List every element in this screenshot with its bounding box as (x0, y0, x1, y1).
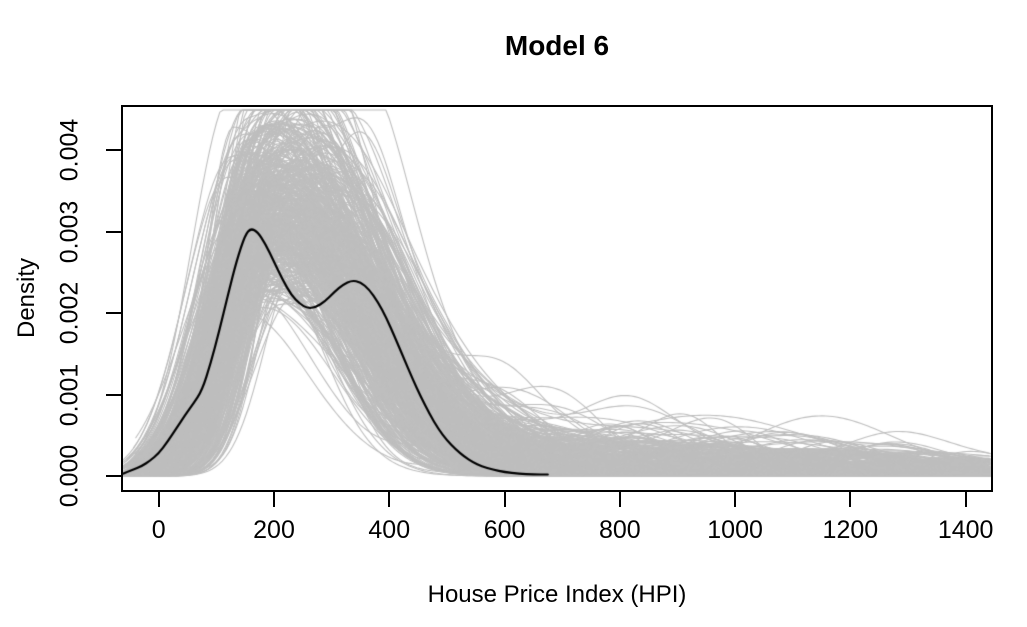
y-axis-tick-label: 0.004 (55, 118, 84, 182)
y-axis-tick (106, 230, 121, 233)
x-axis-tick-label: 1000 (707, 516, 763, 544)
x-axis-tick (273, 492, 275, 507)
y-axis-label: Density (13, 257, 40, 339)
x-axis-tick (503, 492, 506, 507)
x-axis-tick (157, 492, 160, 507)
x-axis-tick (964, 492, 967, 507)
chart-canvas (123, 107, 991, 490)
x-axis-tick-label: 800 (598, 516, 641, 544)
x-axis-tick-label: 0 (151, 516, 166, 544)
x-axis-label: House Price Index (HPI) (427, 581, 687, 608)
x-axis-tick-label: 400 (368, 516, 411, 544)
y-axis-tick (106, 393, 121, 396)
plot-area (121, 105, 993, 492)
x-axis-tick-label: 1400 (937, 516, 994, 544)
chart-title: Model 6 (504, 30, 610, 61)
x-axis-tick (388, 492, 391, 507)
y-axis-tick-label: 0.000 (55, 444, 84, 508)
x-axis-tick-label: 200 (253, 516, 295, 544)
y-axis-tick (106, 148, 121, 151)
x-axis-tick-label: 1200 (822, 516, 879, 544)
y-axis-tick (106, 312, 121, 315)
y-axis-tick-label: 0.002 (55, 281, 84, 345)
x-axis-tick (734, 492, 737, 507)
x-axis-tick-label: 600 (483, 516, 526, 544)
x-axis-tick (618, 492, 621, 507)
y-axis-tick (106, 475, 121, 478)
y-axis-tick-label: 0.003 (55, 200, 84, 263)
y-axis-tick-label: 0.001 (55, 363, 84, 426)
x-axis-tick (849, 492, 852, 507)
